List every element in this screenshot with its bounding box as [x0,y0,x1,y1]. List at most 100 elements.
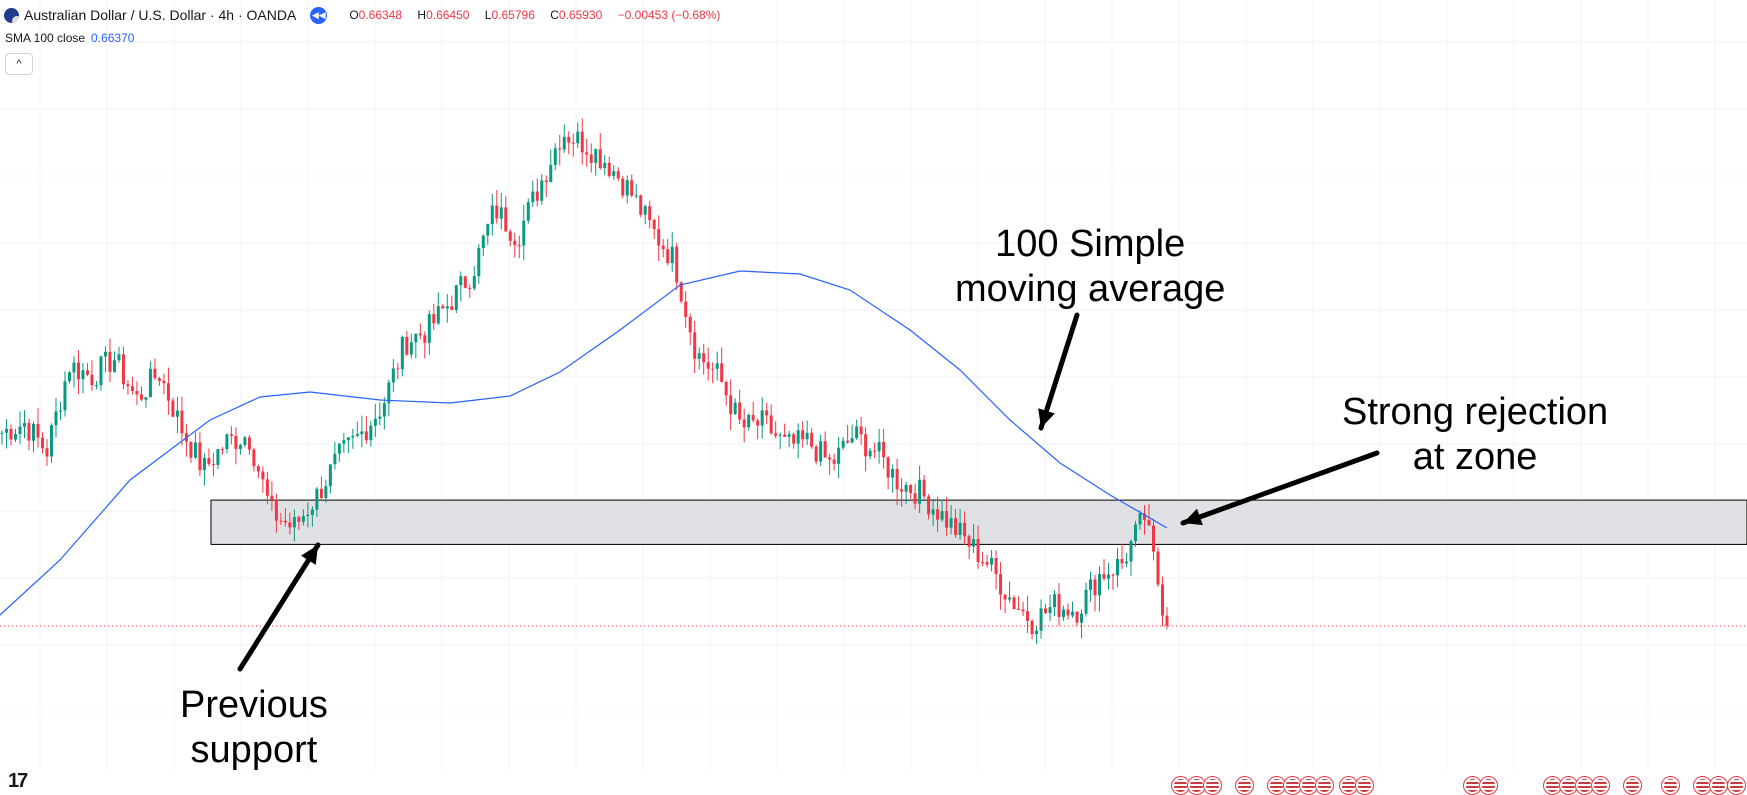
tradingview-logo[interactable]: 17 [8,770,28,792]
economic-event-flag-icon[interactable] [1591,776,1610,795]
candle-body [1147,519,1151,526]
replay-icon[interactable]: ◀◀ [310,6,328,24]
candle-body [1098,574,1102,596]
candle-body [1129,541,1133,562]
candle-body [171,400,175,417]
candle-body [49,425,53,457]
candle-body [535,191,539,201]
candle-body [166,383,170,401]
candle-body [234,435,238,449]
candle-body [139,394,143,400]
candle-body [1138,513,1142,525]
candle-body [940,511,944,520]
candle-body [1084,589,1088,614]
candle-body [418,333,422,336]
candle-body [526,202,530,221]
candle-body [261,471,265,480]
candle-body [450,306,454,311]
candle-body [117,354,121,361]
collapse-legend-button[interactable]: ^ [5,53,33,75]
economic-event-flag-icon[interactable] [1203,776,1222,795]
low-label: L [484,8,492,22]
candle-body [9,428,13,440]
candle-body [85,370,89,375]
candle-body [1089,579,1093,590]
candle-body [729,395,733,415]
candle-body [432,314,436,324]
candle-body [1165,615,1169,627]
ohlc-readout: O0.66348 H0.66450 L0.65796 C0.65930 −0.0… [349,8,726,22]
candle-body [792,434,796,444]
candle-body [553,148,557,165]
candle-body [702,353,706,363]
economic-events-strip [0,774,1747,795]
support-annotation-line1: Previous [180,684,328,726]
candle-body [562,136,566,150]
candle-body [738,402,742,420]
economic-event-flag-icon[interactable] [1661,776,1680,795]
economic-event-flag-icon[interactable] [1355,776,1374,795]
economic-event-flag-icon[interactable] [1727,776,1746,795]
sma-100-line [0,270,1168,616]
candle-body [81,370,85,380]
rejection-annotation-line1: Strong rejection [1342,391,1609,433]
candle-body [369,425,373,441]
candle-body [472,276,476,289]
candle-body [805,432,809,440]
candle-body [733,402,737,415]
candle-body [346,437,350,441]
candle-body [405,337,409,355]
economic-event-flag-icon[interactable] [1575,776,1594,795]
candle-body [787,434,791,437]
economic-event-flag-icon[interactable] [1235,776,1254,795]
economic-event-flag-icon[interactable] [1693,776,1712,795]
economic-event-flag-icon[interactable] [1171,776,1190,795]
candle-body [1026,611,1030,621]
candle-body [180,410,184,434]
candle-body [648,206,652,221]
aud-usd-flag-icon [4,7,19,23]
sma-legend[interactable]: SMA 100 close 0.66370 [5,31,134,45]
candle-body [229,434,233,436]
candle-body [832,459,836,464]
candle-body [697,353,701,359]
candle-body [288,522,292,528]
candle-body [4,428,8,433]
support-zone-rect [210,499,1747,545]
candle-body [652,220,656,230]
rejection-arrow [1180,450,1380,526]
candle-body [481,235,485,249]
candle-body [499,207,503,219]
candle-body [153,368,157,379]
candle-body [459,276,463,286]
candle-body [63,381,67,411]
candle-body [436,306,440,324]
candle-body [391,368,395,383]
economic-event-flag-icon[interactable] [1709,776,1728,795]
candle-body [387,382,391,404]
candle-body [904,484,908,492]
candle-body [621,178,625,196]
candle-body [958,522,962,536]
candle-body [508,231,512,241]
candle-body [706,362,710,369]
economic-event-flag-icon[interactable] [1267,776,1286,795]
candle-body [814,446,818,462]
candle-body [441,306,445,309]
candle-body [1053,594,1057,608]
economic-event-flag-icon[interactable] [1623,776,1642,795]
economic-event-flag-icon[interactable] [1315,776,1334,795]
symbol-title[interactable]: Australian Dollar / U.S. Dollar · 4h · O… [24,7,297,23]
candle-body [292,517,296,528]
economic-event-flag-icon[interactable] [1479,776,1498,795]
candle-body [684,301,688,317]
economic-event-flag-icon[interactable] [1463,776,1482,795]
candle-body [949,518,953,528]
candle-body [256,466,260,472]
candle-body [409,342,413,355]
candle-body [954,518,958,536]
candle-body [463,276,467,288]
candle-body [202,458,206,471]
sma-annotation-line2: moving average [955,268,1226,310]
